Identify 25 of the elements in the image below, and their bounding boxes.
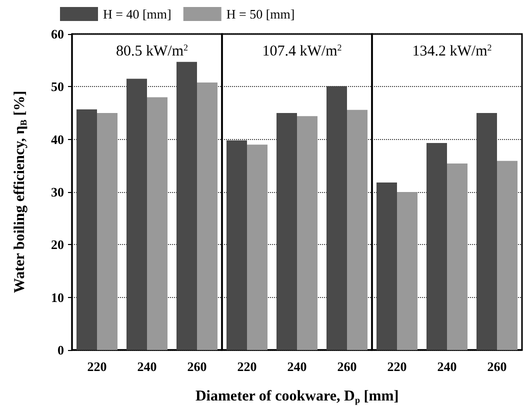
y-axis-title: Water boiling efficiency, ηB [%]	[12, 90, 28, 294]
y-tick-label: 20	[51, 237, 64, 252]
x-tick-label: 220	[387, 359, 407, 374]
x-tick-label: 240	[287, 359, 307, 374]
y-tick-label: 30	[51, 184, 64, 200]
y-tick-label: 40	[51, 132, 64, 147]
x-tick-label: 240	[437, 359, 457, 374]
y-tick-label: 50	[51, 79, 64, 94]
bar	[347, 110, 368, 350]
bar	[247, 144, 268, 350]
y-tick-label: 60	[51, 26, 64, 42]
bar	[397, 192, 418, 350]
x-tick-label: 260	[487, 359, 507, 374]
x-tick-label: 220	[87, 359, 107, 374]
bar	[497, 160, 518, 350]
bar	[297, 116, 318, 350]
x-tick-label: 240	[137, 359, 157, 374]
bar	[447, 164, 468, 350]
y-tick-label: 10	[51, 290, 64, 305]
x-tick-label: 260	[187, 359, 207, 374]
y-tick-label: 0	[58, 342, 64, 358]
x-tick-label: 260	[337, 359, 357, 374]
x-tick-label: 220	[237, 359, 257, 374]
legend-label: H = 50 [mm]	[226, 6, 295, 22]
legend-label: H = 40 [mm]	[103, 6, 172, 22]
